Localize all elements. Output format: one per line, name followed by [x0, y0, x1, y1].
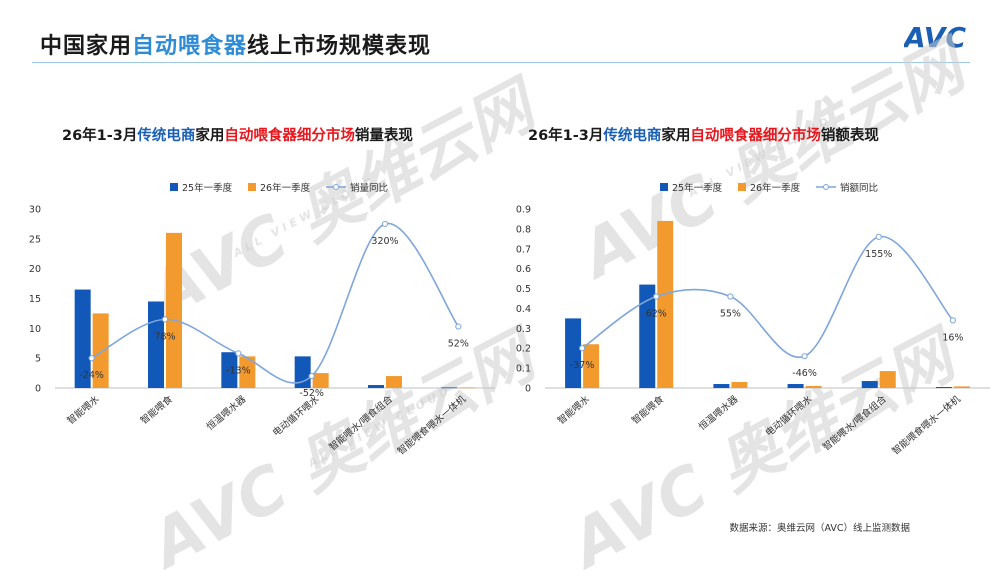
- legend-label: 25年一季度: [672, 182, 723, 194]
- legend-swatch: [738, 183, 746, 191]
- y-tick-label: 0.1: [516, 364, 531, 375]
- volume-chart: 25年一季度 26年一季度 销量同比 0 5 10 15 20 25 30 智能喂水 智能喂食 恒温喂水…: [29, 182, 495, 457]
- yoy-label: -37%: [570, 360, 595, 371]
- svg-text:AVC: AVC: [904, 22, 966, 52]
- x-tick-label: 智能喂食喂水一体机: [890, 393, 964, 457]
- data-source: 数据来源：奥维云网（AVC）线上监测数据: [729, 523, 910, 534]
- x-tick-label: 智能喂水: [555, 393, 592, 427]
- yoy-label: -46%: [792, 368, 817, 379]
- y-tick-label: 0.6: [516, 264, 531, 275]
- x-tick-label: 电动循环喂水: [270, 393, 322, 439]
- y-tick-label: 0: [525, 384, 531, 395]
- legend-swatch: [248, 183, 256, 191]
- y-tick-label: 0.8: [516, 224, 531, 235]
- bar: [787, 384, 804, 388]
- bar: [953, 386, 970, 388]
- yoy-point: [88, 355, 95, 362]
- x-tick-label: 智能喂食喂水一体机: [395, 393, 469, 457]
- y-tick-label: 20: [29, 264, 41, 275]
- value-chart: 25年一季度 26年一季度 销额同比 0 0.1 0.2 0.3 0.4 0.5 0.6 0.7 0.…: [516, 182, 990, 457]
- y-tick-label: 15: [29, 294, 41, 305]
- yoy-point: [455, 323, 462, 330]
- yoy-label: -13%: [226, 365, 251, 376]
- chart-title-value: 26年1-3月传统电商家用自动喂食器细分市场销额表现: [528, 128, 879, 144]
- yoy-label: 16%: [942, 332, 963, 343]
- chart-title-volume: 26年1-3月传统电商家用自动喂食器细分市场销量表现: [62, 128, 413, 144]
- x-tick-label: 电动循环喂水: [763, 393, 815, 439]
- avc-logo: AVC: [904, 22, 966, 52]
- yoy-point: [235, 350, 242, 357]
- yoy-point: [578, 345, 586, 352]
- yoy-point: [381, 220, 389, 228]
- bar: [221, 352, 238, 388]
- y-tick-label: 0.9: [516, 205, 531, 216]
- legend-label: 26年一季度: [750, 182, 801, 194]
- y-tick-label: 0.3: [516, 324, 531, 335]
- legend-marker: [333, 184, 339, 190]
- bar: [74, 289, 91, 388]
- legend-swatch: [660, 183, 668, 191]
- bar: [731, 382, 748, 388]
- x-tick-label: 恒温喂水器: [204, 393, 248, 433]
- legend-swatch: [170, 183, 178, 191]
- y-tick-label: 0.7: [516, 244, 531, 255]
- y-tick-label: 0: [35, 384, 41, 395]
- legend-label: 销额同比: [840, 182, 878, 194]
- yoy-point: [653, 293, 660, 300]
- page-title: 中国家用自动喂食器线上市场规模表现: [40, 34, 432, 59]
- bar: [92, 313, 109, 388]
- y-tick-label: 30: [29, 205, 41, 216]
- bar: [639, 284, 656, 388]
- bar: [879, 371, 896, 388]
- bar: [805, 386, 822, 388]
- yoy-point: [727, 293, 734, 300]
- yoy-point: [308, 372, 315, 380]
- yoy-label: -52%: [299, 388, 324, 399]
- legend-label: 26年一季度: [260, 182, 311, 194]
- yoy-label: 320%: [371, 236, 398, 247]
- y-tick-label: 0.5: [516, 284, 531, 295]
- x-tick-label: 智能喂水/喂食组合: [820, 393, 889, 453]
- yoy-point: [161, 316, 169, 323]
- x-tick-label: 智能喂水: [65, 393, 102, 427]
- x-tick-label: 智能喂水/喂食组合: [327, 393, 396, 453]
- legend-marker: [823, 184, 829, 190]
- bar: [713, 384, 730, 388]
- bar: [657, 220, 674, 388]
- bar: [386, 376, 402, 388]
- yoy-point: [875, 233, 882, 240]
- y-tick-label: 10: [29, 324, 41, 335]
- legend-label: 25年一季度: [182, 182, 233, 194]
- bar: [935, 387, 952, 388]
- bar: [166, 232, 182, 388]
- bar: [861, 381, 878, 388]
- bar: [459, 387, 476, 389]
- x-tick-label: 智能喂食: [138, 393, 175, 427]
- yoy-line: [91, 222, 459, 384]
- yoy-label: -24%: [79, 370, 104, 381]
- bar: [565, 318, 582, 388]
- yoy-point: [801, 353, 808, 360]
- bar: [583, 344, 600, 388]
- yoy-label: 78%: [154, 331, 175, 342]
- bar: [148, 301, 164, 388]
- bar: [441, 387, 458, 389]
- yoy-label: 155%: [865, 249, 892, 260]
- yoy-line: [581, 236, 954, 359]
- y-tick-label: 0.4: [516, 304, 531, 315]
- y-tick-label: 25: [29, 234, 41, 245]
- header-divider: [32, 62, 970, 63]
- yoy-point: [949, 317, 957, 324]
- y-tick-label: 5: [35, 354, 41, 365]
- yoy-label: 55%: [720, 309, 741, 320]
- bar: [239, 356, 256, 388]
- x-tick-label: 智能喂食: [629, 393, 666, 427]
- yoy-label: 62%: [646, 309, 667, 320]
- yoy-label: 52%: [448, 339, 469, 350]
- y-tick-label: 0.2: [516, 344, 531, 355]
- x-tick-label: 恒温喂水器: [696, 393, 740, 433]
- bar: [368, 385, 384, 388]
- legend-label: 销量同比: [350, 182, 388, 194]
- bar: [312, 373, 329, 388]
